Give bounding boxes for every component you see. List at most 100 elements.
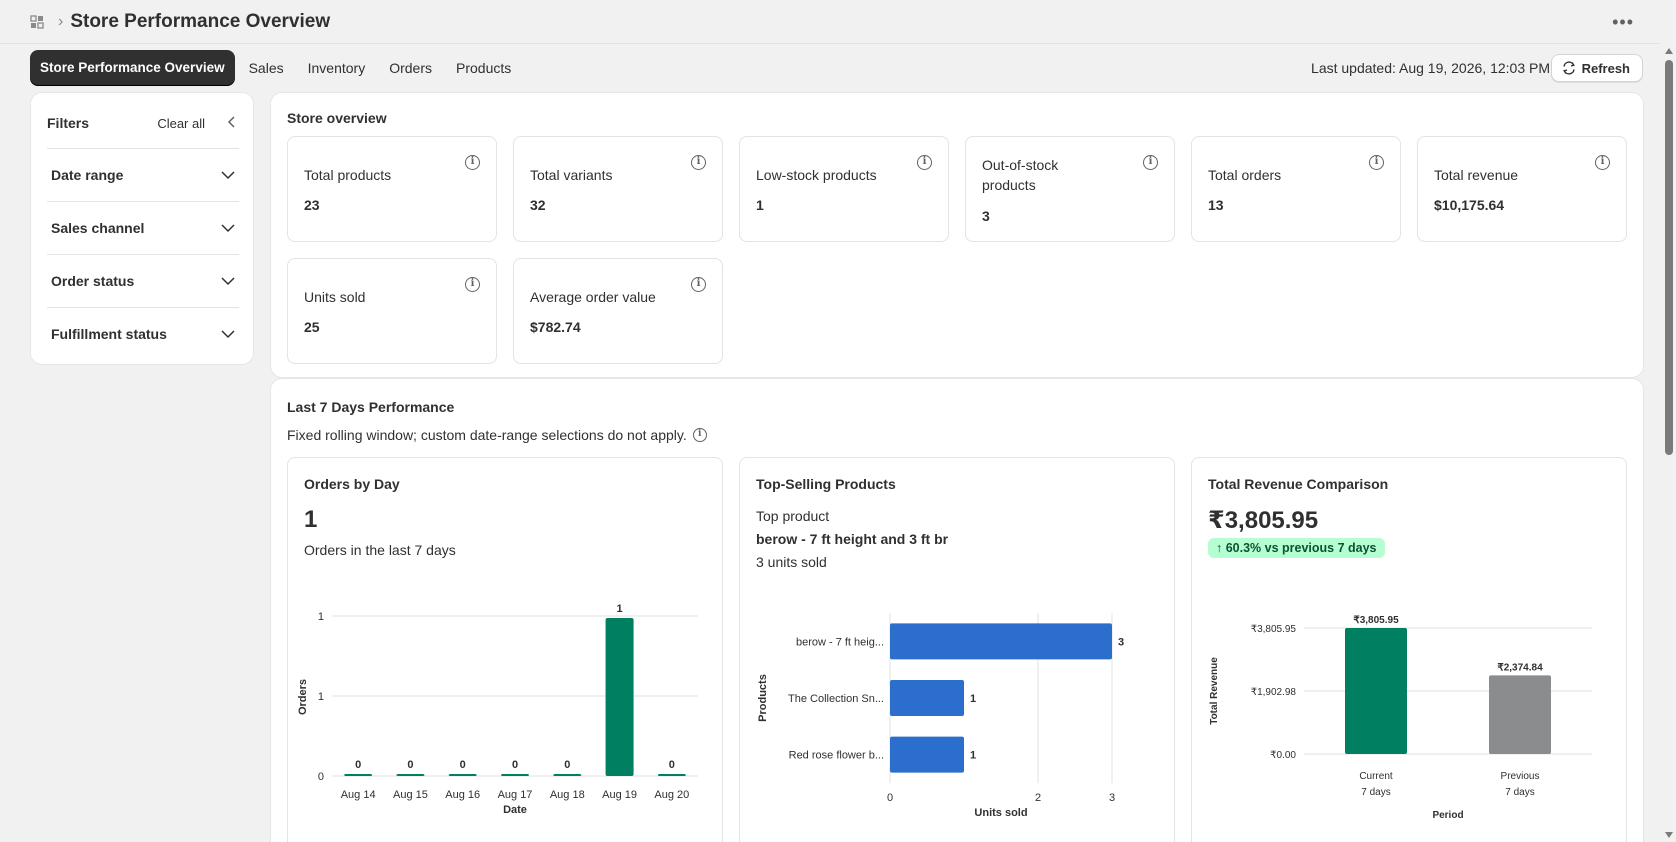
revenue-value: ₹3,805.95 [1208, 507, 1319, 534]
data-label: 0 [460, 759, 466, 771]
revenue-comparison-chart: ₹0.00 ₹1,902.98 ₹3,805.95 ₹3,805.95 Current 7… [1209, 615, 1592, 821]
scrollbar[interactable] [1662, 44, 1676, 842]
data-label: 0 [512, 759, 518, 771]
x-axis-label: Date [503, 804, 527, 816]
metric-card: Units sold 25 i [287, 258, 497, 364]
refresh-label: Refresh [1581, 60, 1630, 76]
info-icon[interactable]: i [465, 277, 480, 292]
filter-label: Fulfillment status [51, 326, 167, 342]
info-icon[interactable]: i [917, 155, 932, 170]
filter-label: Order status [51, 273, 135, 289]
revenue-comparison-panel: Total Revenue Comparison ₹3,805.95 ↑ 60.… [1191, 457, 1627, 842]
bar [1345, 628, 1407, 754]
last-updated-text: Last updated: Aug 19, 2026, 12:03 PM [1311, 60, 1550, 76]
y-tick-label: Red rose flower b... [789, 750, 884, 762]
subtitle-text: Fixed rolling window; custom date-range … [287, 427, 687, 443]
store-overview-card: Store overview Total products 23 i Total… [270, 92, 1644, 378]
metric-value: 23 [304, 197, 320, 213]
scroll-up-arrow-icon[interactable] [1665, 48, 1673, 54]
y-axis-label: Products [757, 674, 769, 722]
panel-title: Total Revenue Comparison [1208, 476, 1389, 492]
metric-value: 1 [756, 197, 764, 213]
y-tick-label: The Collection Sn... [788, 693, 884, 705]
bar [890, 736, 964, 773]
chevron-right-icon: › [58, 12, 64, 30]
x-tick-label: Previous [1501, 771, 1540, 782]
info-icon[interactable]: i [691, 155, 706, 170]
bar [605, 618, 634, 776]
chevron-down-icon [221, 277, 235, 286]
filter-sales-channel[interactable]: Sales channel [47, 201, 239, 254]
orders-count: 1 [304, 506, 318, 533]
tab-sales[interactable]: Sales [248, 60, 284, 76]
more-horizontal-icon[interactable]: ••• [1612, 12, 1634, 32]
refresh-button[interactable]: Refresh [1550, 54, 1643, 82]
data-label: 0 [407, 759, 413, 771]
y-tick-label: ₹3,805.95 [1251, 624, 1297, 635]
filter-fulfillment-status[interactable]: Fulfillment status [47, 307, 239, 360]
scroll-thumb[interactable] [1665, 60, 1673, 455]
chevron-down-icon [221, 224, 235, 233]
top-product-label: Top product [756, 508, 830, 524]
analytics-icon[interactable] [30, 14, 44, 29]
chevron-left-icon[interactable] [227, 115, 237, 131]
data-label: 0 [355, 759, 361, 771]
metric-card: Out-of-stock products 3 i [965, 136, 1175, 242]
section-title: Last 7 Days Performance [287, 399, 455, 415]
top-product-units: 3 units sold [756, 554, 827, 570]
x-tick-label: Aug 15 [393, 789, 428, 801]
data-label: 1 [970, 693, 976, 705]
scroll-down-arrow-icon[interactable] [1665, 832, 1673, 838]
metric-value: 13 [1208, 197, 1224, 213]
info-icon[interactable]: i [691, 277, 706, 292]
panel-title: Orders by Day [304, 476, 400, 492]
top-selling-panel: Top-Selling Products Top product berow -… [739, 457, 1175, 842]
metric-value: 25 [304, 319, 320, 335]
tab-bar: Store Performance Overview Sales Invento… [30, 50, 525, 86]
data-label: ₹3,805.95 [1353, 615, 1399, 626]
metric-card: Total variants 32 i [513, 136, 723, 242]
bar [657, 774, 686, 776]
info-icon[interactable]: i [1369, 155, 1384, 170]
x-tick-label: 3 [1109, 792, 1115, 804]
y-tick-label: 1 [318, 611, 324, 623]
x-tick-label: 2 [1035, 792, 1041, 804]
page-title: Store Performance Overview [70, 10, 331, 32]
bar [344, 774, 373, 776]
tab-orders[interactable]: Orders [389, 60, 433, 76]
y-tick-label: 0 [318, 771, 324, 783]
metric-label: Total orders [1208, 167, 1282, 183]
panel-title: Top-Selling Products [756, 476, 896, 492]
tab-inventory[interactable]: Inventory [307, 60, 366, 76]
revenue-change-badge: ↑ 60.3% vs previous 7 days [1208, 538, 1385, 558]
filter-order-status[interactable]: Order status [47, 254, 239, 307]
bar [448, 774, 477, 776]
filter-label: Date range [51, 167, 124, 183]
clear-all-button[interactable]: Clear all [157, 115, 205, 131]
data-label: 0 [564, 759, 570, 771]
tab-store-performance-overview[interactable]: Store Performance Overview [30, 50, 235, 86]
x-tick-label: 7 days [1361, 787, 1390, 798]
performance-subtitle: Fixed rolling window; custom date-range … [287, 427, 707, 443]
chevron-down-icon [221, 330, 235, 339]
bar [890, 680, 964, 716]
metric-label: Out-of-stock products [982, 157, 1059, 193]
metric-value: $10,175.64 [1434, 197, 1505, 213]
x-tick-label: Current [1359, 771, 1393, 782]
filter-date-range[interactable]: Date range [47, 148, 239, 201]
info-icon[interactable]: i [692, 428, 707, 442]
metric-card: Total products 23 i [287, 136, 497, 242]
y-tick-label: ₹1,902.98 [1251, 687, 1297, 698]
metric-card: Total revenue $10,175.64 i [1417, 136, 1627, 242]
info-icon[interactable]: i [1595, 155, 1610, 170]
x-tick-label: Aug 17 [498, 789, 533, 801]
info-icon[interactable]: i [465, 155, 480, 170]
bar [501, 774, 529, 776]
x-tick-label: Aug 18 [550, 789, 585, 801]
tab-products[interactable]: Products [456, 60, 512, 76]
info-icon[interactable]: i [1143, 155, 1158, 170]
data-label: 3 [1118, 636, 1124, 648]
data-label: 1 [970, 750, 976, 762]
data-label: 1 [617, 603, 623, 615]
orders-by-day-chart: 0 1 1 0 Aug 14 0 Aug 15 0 Aug 16 0 Aug 17 0 Aug 18 1 A… [297, 603, 698, 816]
